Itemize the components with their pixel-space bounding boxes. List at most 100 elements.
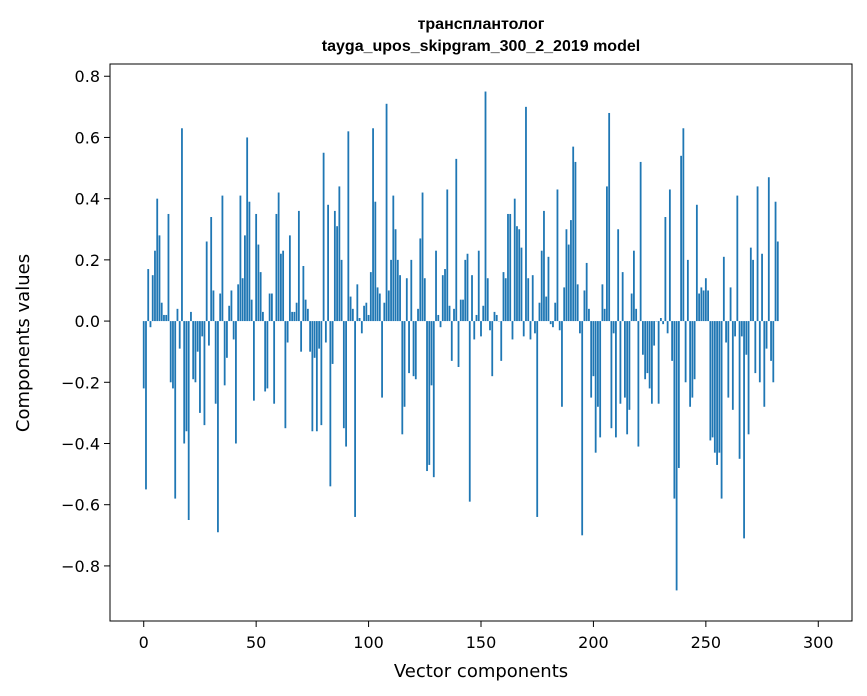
bar — [390, 259, 392, 322]
bar — [450, 321, 453, 361]
bar — [156, 198, 159, 322]
bar — [516, 226, 518, 322]
bar — [441, 275, 444, 322]
bar — [453, 308, 455, 322]
bar — [691, 321, 694, 398]
bar — [682, 128, 685, 322]
bar — [201, 321, 204, 337]
bar — [282, 250, 285, 322]
bar — [648, 321, 651, 389]
bar — [394, 229, 397, 322]
bar — [181, 128, 183, 322]
bar — [174, 321, 177, 499]
bar — [304, 299, 307, 322]
y-axis-label: Components values — [13, 254, 34, 432]
bar — [293, 311, 296, 322]
y-tick-label: −0.8 — [61, 557, 100, 576]
bar — [167, 213, 170, 322]
bar — [264, 321, 267, 392]
bar — [329, 321, 332, 487]
bar — [615, 321, 617, 438]
x-tick-label: 200 — [578, 633, 609, 652]
bar — [230, 290, 233, 322]
bar — [421, 192, 424, 322]
bar — [486, 278, 489, 322]
bar — [327, 204, 329, 322]
bar — [686, 259, 689, 322]
bar — [725, 321, 727, 343]
bar — [244, 235, 246, 322]
bar — [320, 321, 323, 426]
bar — [210, 217, 213, 322]
bar — [149, 321, 152, 328]
bar — [354, 321, 356, 517]
bar — [419, 238, 422, 322]
bar — [367, 314, 370, 322]
bar — [689, 321, 692, 407]
bar — [412, 321, 415, 377]
bar — [606, 186, 608, 322]
bar — [518, 229, 521, 322]
bar — [417, 308, 419, 322]
bar — [151, 275, 154, 322]
y-tick-label: −0.6 — [61, 496, 100, 515]
bar — [662, 321, 665, 325]
bar — [462, 299, 464, 322]
bar — [581, 321, 584, 536]
bar — [770, 321, 772, 361]
bar — [466, 253, 469, 322]
bar — [520, 247, 523, 322]
bar — [567, 244, 570, 322]
bar — [145, 321, 147, 490]
chart-subtitle: tayga_upos_skipgram_300_2_2019 model — [322, 38, 640, 55]
bar — [531, 275, 534, 322]
bar — [711, 321, 714, 438]
bar — [403, 321, 406, 407]
bar — [538, 302, 541, 322]
bar — [630, 293, 633, 322]
bar — [482, 305, 485, 322]
bar — [646, 321, 649, 374]
x-axis-ticks: 0 50 100 150 200 250 300 — [139, 621, 834, 652]
bar — [331, 321, 334, 364]
bar — [709, 321, 712, 441]
bar — [365, 302, 368, 322]
bar — [385, 103, 388, 322]
y-tick-label: −0.2 — [61, 373, 100, 392]
bar — [212, 290, 215, 322]
bar — [295, 302, 298, 322]
bar — [666, 321, 669, 334]
bar — [311, 321, 314, 432]
bar — [713, 321, 716, 453]
bar — [597, 321, 599, 407]
bar — [356, 284, 359, 322]
bar — [142, 321, 145, 389]
bar — [286, 321, 289, 343]
bar — [183, 321, 186, 444]
bar — [633, 250, 635, 322]
bar — [439, 321, 442, 328]
bar — [226, 321, 228, 358]
bar — [192, 321, 195, 380]
bar — [196, 321, 199, 352]
bar — [500, 321, 503, 361]
bar — [754, 321, 757, 374]
bar — [426, 321, 428, 472]
bar — [187, 321, 190, 521]
bar — [722, 256, 725, 322]
bar — [277, 192, 280, 322]
bar — [405, 278, 408, 322]
bar — [270, 293, 273, 322]
bar — [228, 305, 231, 322]
bar — [543, 210, 545, 322]
bar — [194, 321, 197, 383]
bar — [313, 321, 316, 358]
bar — [502, 272, 505, 322]
y-tick-label: 0.0 — [75, 312, 100, 331]
bar — [491, 321, 494, 377]
bar — [707, 290, 709, 322]
bar — [471, 275, 473, 322]
bar — [489, 321, 491, 331]
bar — [477, 250, 480, 322]
